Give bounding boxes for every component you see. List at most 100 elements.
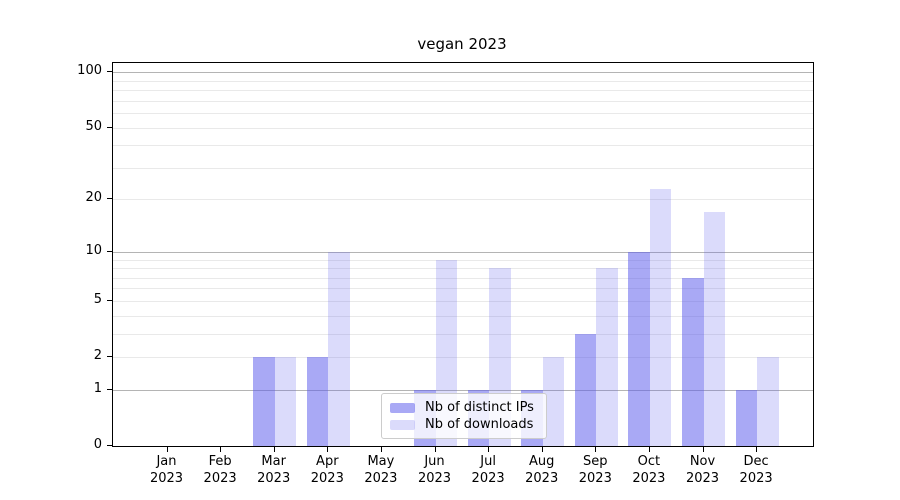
bar-downloads	[274, 357, 297, 446]
x-tick-month: Jan	[156, 454, 177, 469]
x-tick-year: 2023	[364, 471, 398, 486]
x-tick-mark	[702, 447, 704, 452]
bar-distinct-ips	[306, 357, 329, 446]
x-tick-label: Feb 2023	[180, 453, 260, 487]
x-tick-label: May 2023	[341, 453, 421, 487]
x-tick-year: 2023	[203, 471, 237, 486]
gridline-minor	[113, 112, 813, 114]
gridline-minor	[113, 268, 813, 269]
x-tick-mark	[756, 447, 758, 452]
gridline-minor	[113, 259, 813, 261]
gridline-major	[113, 389, 813, 391]
bar-downloads	[328, 251, 350, 446]
x-tick-month: Feb	[208, 454, 232, 469]
x-tick-year: 2023	[632, 471, 666, 486]
y-tick-mark	[107, 445, 113, 446]
gridline-major	[113, 72, 813, 74]
x-tick-label: Oct 2023	[609, 453, 689, 487]
x-tick-mark	[220, 447, 222, 452]
gridline-minor	[113, 167, 813, 169]
gridline-minor	[113, 80, 813, 82]
x-tick-label: Aug 2023	[502, 453, 582, 487]
x-tick-year: 2023	[685, 471, 720, 486]
legend: Nb of distinct IPs Nb of downloads	[381, 393, 547, 439]
x-tick-mark	[327, 447, 329, 452]
gridline-minor	[113, 90, 813, 91]
gridline-minor	[113, 145, 813, 147]
x-tick-year: 2023	[257, 471, 291, 486]
x-tick-year: 2023	[149, 471, 184, 486]
legend-label-downloads: Nb of downloads	[425, 417, 534, 432]
bar-downloads	[596, 268, 618, 446]
y-tick-label: 2	[93, 348, 102, 363]
y-tick-mark	[107, 250, 113, 252]
x-tick-month: Mar	[261, 454, 286, 469]
y-tick-mark	[107, 388, 113, 390]
bar-downloads	[703, 211, 725, 446]
gridline-minor	[113, 100, 813, 102]
bar-distinct-ips	[253, 357, 275, 446]
x-tick-mark	[541, 447, 543, 452]
x-tick-mark	[434, 447, 436, 452]
x-tick-label: Jul 2023	[448, 453, 528, 487]
x-tick-year: 2023	[417, 471, 452, 486]
x-tick-year: 2023	[310, 471, 344, 486]
gridline-minor	[113, 127, 813, 129]
gridline-minor	[113, 315, 813, 317]
x-tick-label: Jan 2023	[127, 453, 207, 487]
x-tick-year: 2023	[525, 471, 559, 486]
x-tick-month: Oct	[637, 454, 661, 469]
bar-distinct-ips	[682, 277, 704, 446]
bar-downloads	[757, 357, 779, 446]
gridline-minor	[113, 357, 813, 358]
x-tick-label: Apr 2023	[287, 453, 367, 487]
x-tick-month: May	[367, 454, 395, 469]
gridline-minor	[113, 300, 813, 302]
bar-downloads	[542, 357, 565, 446]
x-tick-month: Apr	[316, 454, 339, 469]
bar-downloads	[649, 188, 672, 446]
x-tick-mark	[488, 447, 490, 452]
y-tick-mark	[107, 356, 113, 357]
gridline-minor	[113, 288, 813, 290]
y-tick-label: 0	[93, 437, 102, 452]
x-tick-label: Nov 2023	[663, 453, 743, 487]
gridline-major	[113, 251, 813, 253]
x-tick-month: Dec	[743, 454, 769, 469]
x-tick-label: Sep 2023	[555, 453, 635, 487]
y-tick-label: 20	[85, 190, 102, 206]
x-tick-month: Nov	[689, 454, 716, 469]
y-tick-label: 1	[93, 380, 102, 396]
bar-distinct-ips	[735, 389, 758, 446]
x-tick-mark	[166, 447, 168, 452]
y-tick-mark	[107, 198, 113, 200]
bar-distinct-ips	[574, 333, 597, 446]
legend-swatch-distinct-ips	[390, 402, 415, 413]
x-tick-month: Sep	[583, 454, 608, 469]
y-tick-label: 10	[85, 242, 102, 258]
x-tick-year: 2023	[578, 471, 612, 486]
x-tick-label: Dec 2023	[716, 453, 796, 487]
x-tick-mark	[273, 447, 275, 452]
x-tick-month: Aug	[528, 454, 555, 469]
x-tick-label: Jun 2023	[395, 453, 475, 487]
bar-distinct-ips	[628, 251, 650, 446]
legend-row-distinct-ips: Nb of distinct IPs	[390, 399, 534, 416]
x-tick-month: Jul	[480, 454, 496, 469]
gridline-minor	[113, 199, 813, 201]
y-tick-label: 100	[77, 63, 102, 79]
legend-swatch-downloads	[390, 419, 415, 430]
x-tick-label: Mar 2023	[234, 453, 314, 487]
x-tick-year: 2023	[471, 471, 505, 486]
y-tick-label: 5	[93, 291, 102, 307]
x-tick-mark	[648, 447, 650, 452]
y-tick-mark	[107, 299, 113, 301]
legend-label-distinct-ips: Nb of distinct IPs	[425, 400, 534, 415]
x-tick-month: Jun	[424, 454, 445, 469]
legend-row-downloads: Nb of downloads	[390, 416, 534, 433]
gridline-minor	[113, 277, 813, 279]
plot-area	[112, 62, 814, 447]
gridline-minor	[113, 333, 813, 335]
chart-title: vegan 2023	[417, 35, 507, 53]
